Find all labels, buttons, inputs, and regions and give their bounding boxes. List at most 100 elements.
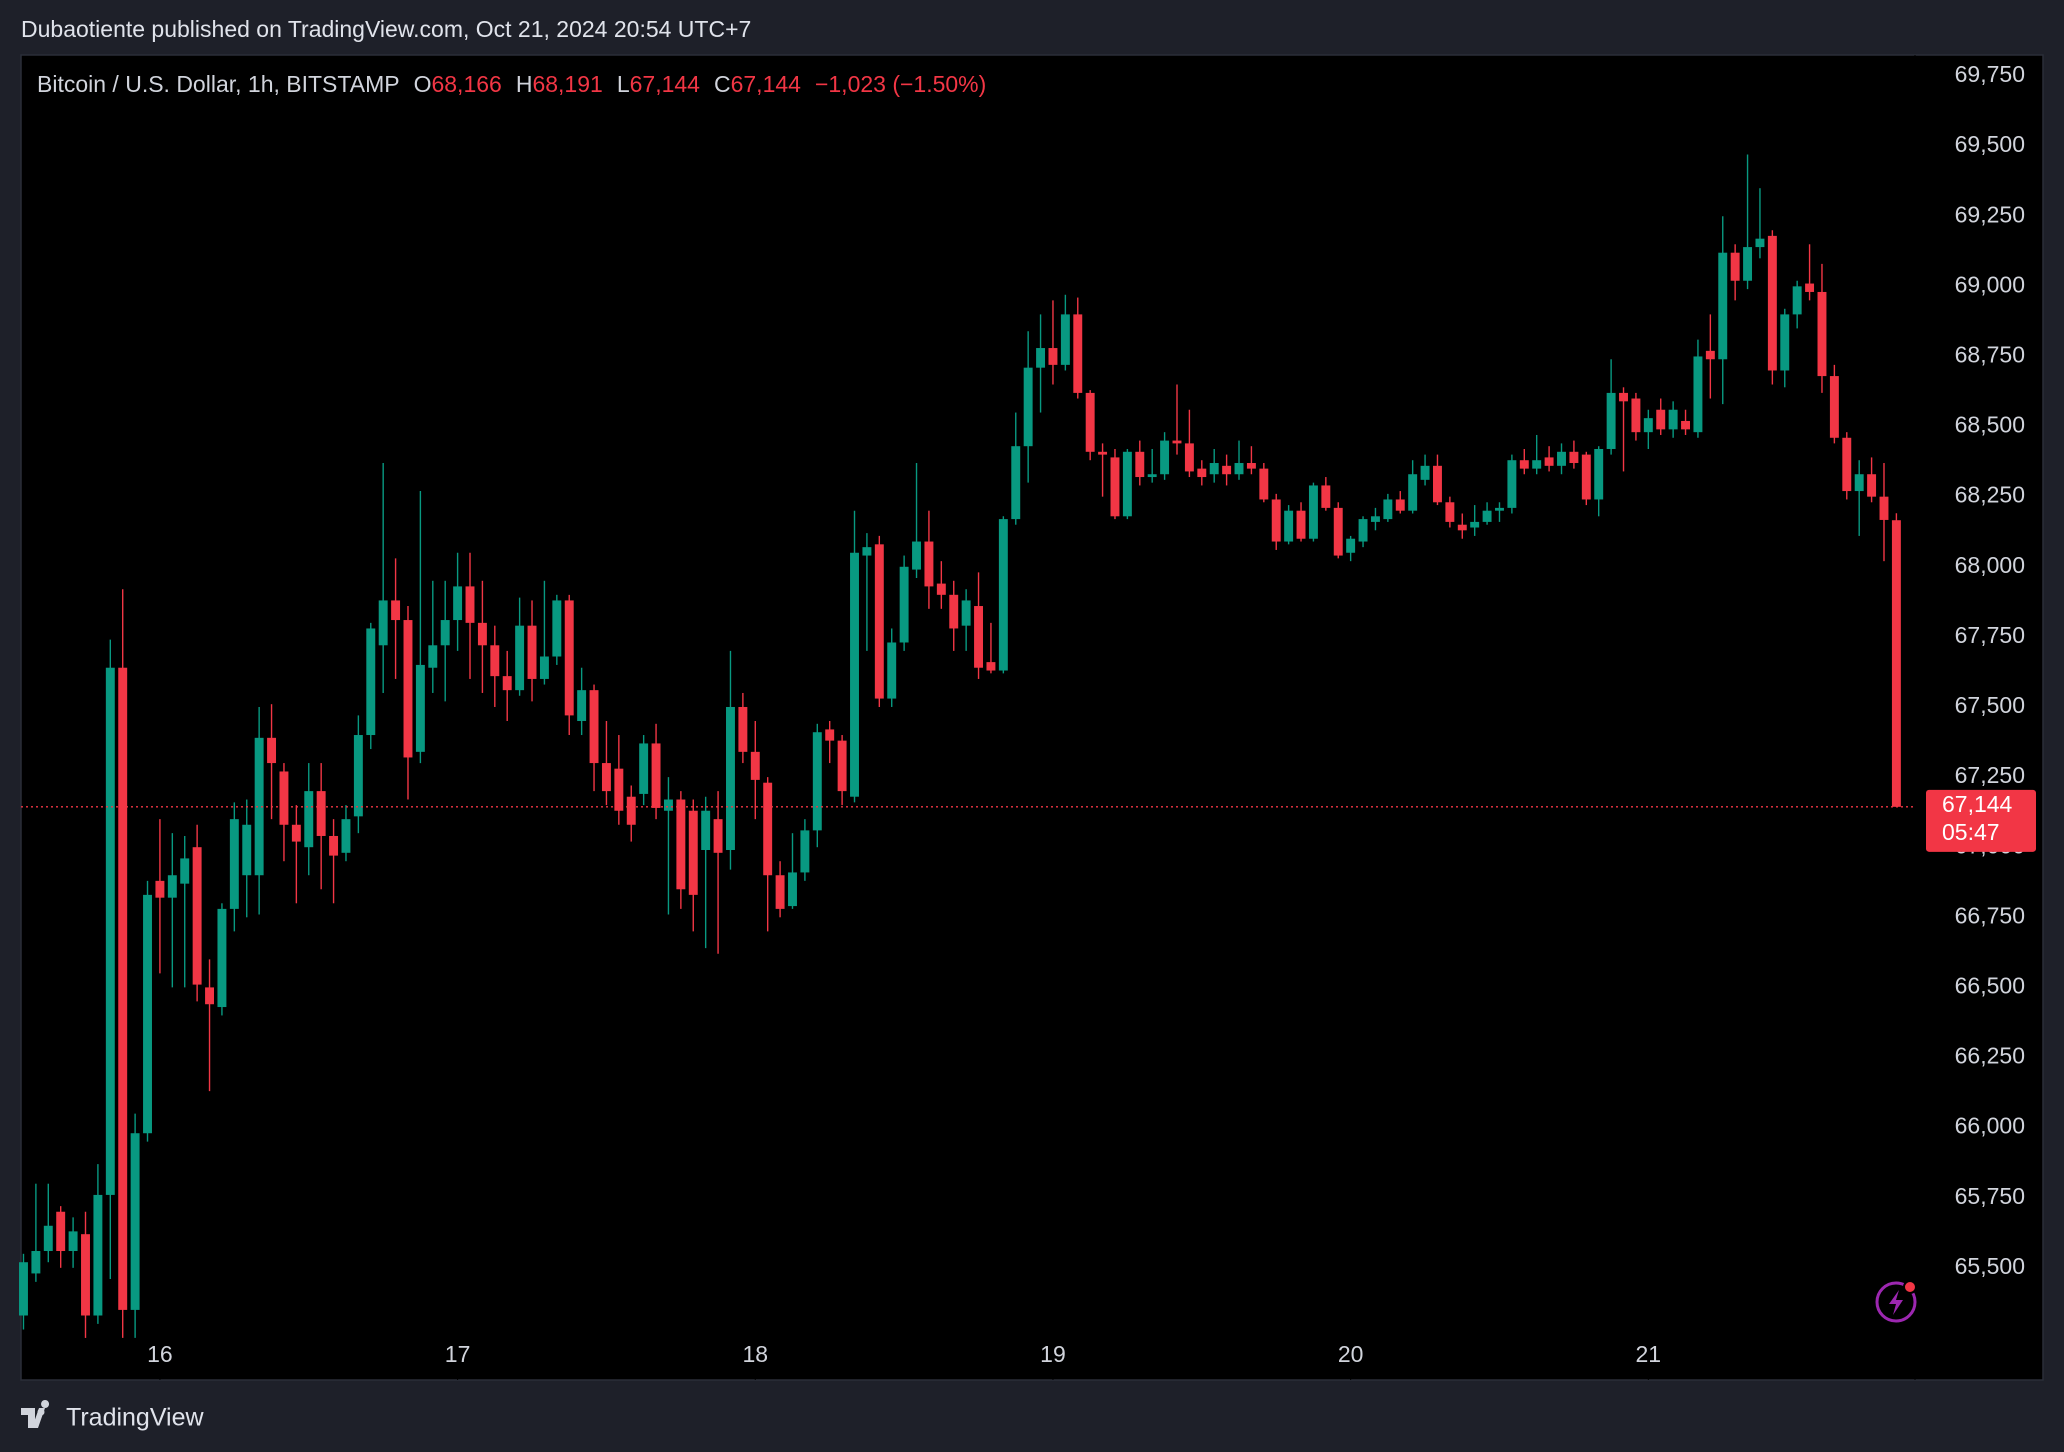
candle-body <box>217 908 227 1008</box>
y-tick-label: 68,750 <box>1955 342 2025 368</box>
candle-body <box>862 547 872 556</box>
candle-body <box>1036 348 1046 368</box>
candle-body <box>626 796 636 825</box>
candle-body <box>56 1211 66 1252</box>
candle-body <box>1296 510 1306 539</box>
candle-body <box>180 858 190 884</box>
candle-body <box>329 835 339 856</box>
candle-body <box>1470 521 1480 528</box>
candle-body <box>825 729 835 741</box>
candle-body <box>1780 314 1790 371</box>
candle-body <box>1519 460 1529 469</box>
candle-body <box>1606 392 1616 449</box>
tradingview-logo <box>21 1400 50 1428</box>
candle-body <box>564 600 574 716</box>
candle-body <box>1619 392 1628 402</box>
candle-body <box>663 799 673 811</box>
candle-body <box>1333 507 1343 556</box>
candle-body <box>267 737 277 764</box>
candle-body <box>465 586 475 623</box>
y-tick-label: 66,000 <box>1955 1113 2025 1139</box>
candle-body <box>254 737 264 876</box>
candle-body <box>651 743 661 808</box>
candle-body <box>229 819 239 909</box>
candle-body <box>738 706 748 752</box>
candle-body <box>1594 448 1604 500</box>
candle-body <box>887 642 897 699</box>
candle-body <box>1743 247 1753 281</box>
candle-body <box>924 541 934 587</box>
legend-key: H <box>516 71 533 97</box>
candle-body <box>341 819 351 853</box>
last-price-box <box>1926 789 2036 852</box>
legend-change: −1,023 (−1.50%) <box>815 71 986 97</box>
x-tick-label: 21 <box>1636 1341 1662 1367</box>
candle-body <box>415 664 425 752</box>
candle-body <box>974 606 984 668</box>
candle-body <box>949 594 959 629</box>
y-tick-label: 66,500 <box>1955 972 2025 998</box>
candle-body <box>1172 440 1182 444</box>
candle-body <box>539 656 549 679</box>
candle-body <box>763 782 773 876</box>
candle-body <box>688 810 698 895</box>
candle-body <box>1482 510 1492 522</box>
candle-body <box>1792 286 1802 315</box>
candle-body <box>750 751 760 780</box>
y-tick-label: 68,000 <box>1955 552 2025 578</box>
legend-key: O <box>414 71 432 97</box>
candle-body <box>105 667 115 1195</box>
candle-body <box>614 768 624 811</box>
candle-body <box>515 625 525 691</box>
candle-body <box>1358 519 1368 542</box>
candle-body <box>93 1194 103 1316</box>
y-tick-label: 68,250 <box>1955 482 2025 508</box>
countdown-label: 05:47 <box>1942 819 2000 845</box>
candle-body <box>601 763 611 792</box>
candle-body <box>552 600 562 657</box>
candle-body <box>961 600 971 626</box>
candle-body <box>118 667 128 1310</box>
candle-body <box>1011 446 1021 520</box>
legend-key: C <box>714 71 731 97</box>
candle-body <box>998 519 1008 671</box>
candle-body <box>68 1231 78 1252</box>
candle-body <box>366 628 376 736</box>
candle-body <box>1507 460 1517 508</box>
candle-body <box>378 600 388 646</box>
candle-body <box>1184 443 1194 472</box>
candle-body <box>1705 350 1715 360</box>
candle-body <box>726 706 735 850</box>
candle-body <box>1284 510 1294 542</box>
candle-body <box>713 819 723 853</box>
legend-value: 67,144 <box>630 71 701 97</box>
candle-body <box>279 771 289 825</box>
y-tick-label: 66,750 <box>1955 902 2025 928</box>
candle-body <box>837 740 847 792</box>
candle-body <box>1308 485 1318 539</box>
candle-body <box>1817 291 1827 377</box>
candle-body <box>31 1251 41 1274</box>
candle-body <box>1234 463 1244 475</box>
candle-body <box>1085 392 1095 452</box>
candle-body <box>1557 451 1566 466</box>
candle-body <box>1209 463 1219 475</box>
legend-key: L <box>617 71 630 97</box>
candle-body <box>1668 409 1678 430</box>
last-price-label: 67,144 <box>1942 791 2013 817</box>
candle-body <box>1532 460 1542 469</box>
candle-body <box>192 847 202 985</box>
candle-body <box>775 875 785 909</box>
candle-body <box>701 810 711 850</box>
candle-body <box>1656 409 1666 430</box>
candle-body <box>936 583 946 595</box>
brand: TradingView <box>66 1404 205 1432</box>
candle-body <box>43 1225 53 1252</box>
candle-body <box>899 566 909 643</box>
x-tick-label: 17 <box>445 1341 471 1367</box>
candle-body <box>1581 454 1591 500</box>
legend-value: 68,166 <box>431 71 501 97</box>
y-tick-label: 65,500 <box>1955 1253 2025 1279</box>
candle-body <box>1147 474 1157 478</box>
